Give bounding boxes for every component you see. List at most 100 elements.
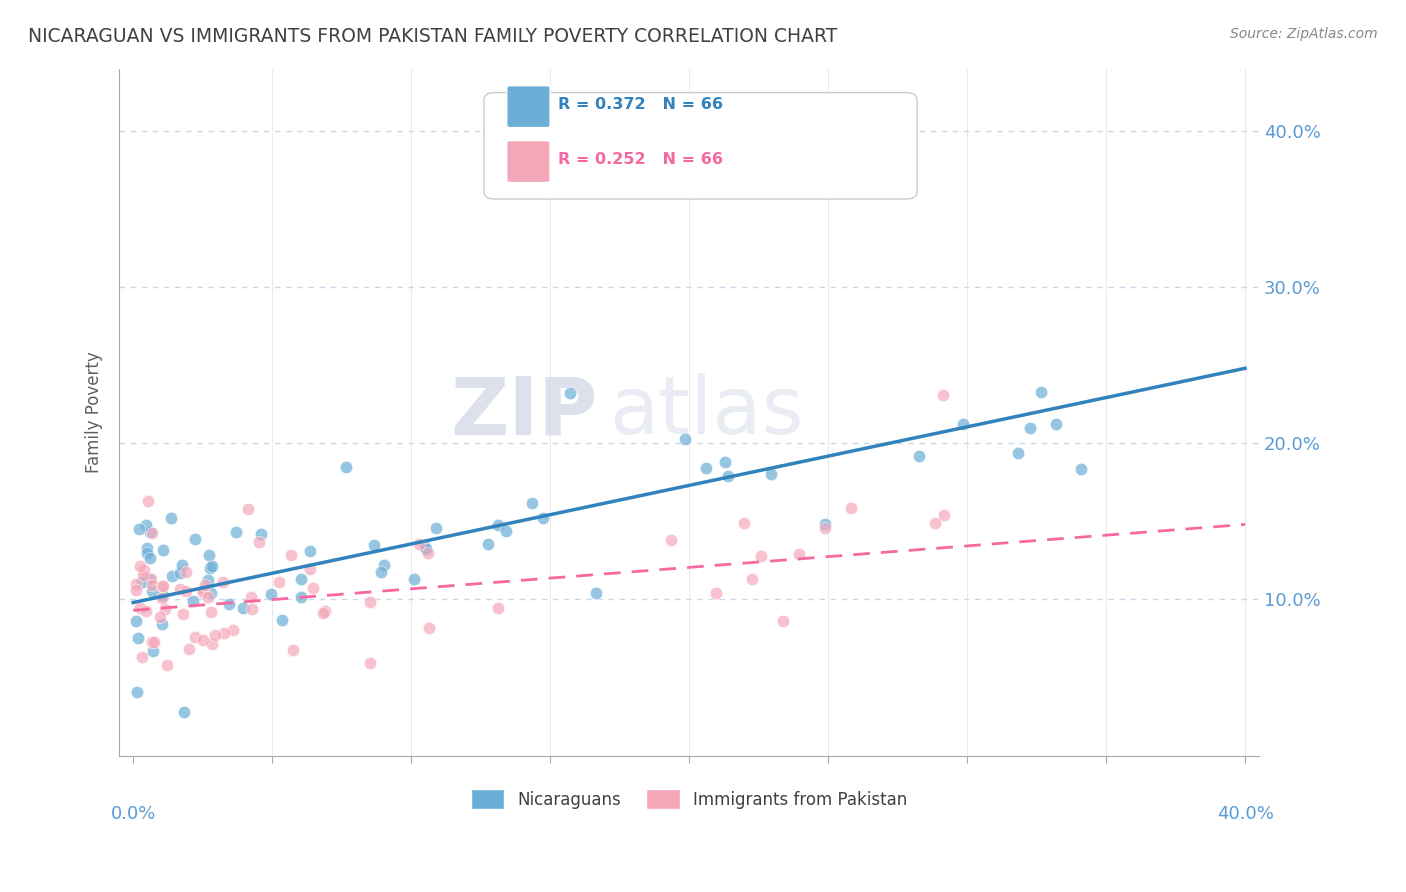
Point	[169, 582, 191, 596]
Point	[713, 455, 735, 469]
Point	[1007, 446, 1029, 460]
Point	[138, 573, 160, 587]
Point	[359, 656, 381, 670]
Point	[225, 525, 247, 540]
Point	[128, 522, 150, 536]
Point	[408, 537, 430, 551]
Point	[283, 643, 305, 657]
Point	[240, 601, 263, 615]
Y-axis label: Family Poverty: Family Poverty	[86, 351, 103, 473]
Point	[204, 628, 226, 642]
Point	[201, 559, 224, 574]
Point	[153, 602, 176, 616]
Point	[495, 524, 517, 538]
Point	[907, 449, 929, 463]
Point	[1045, 417, 1067, 431]
Point	[149, 610, 172, 624]
Point	[1070, 462, 1092, 476]
Point	[139, 573, 162, 587]
Point	[931, 388, 953, 402]
Point	[197, 573, 219, 587]
Text: 0.0%: 0.0%	[111, 805, 156, 823]
Point	[247, 535, 270, 549]
Point	[312, 606, 335, 620]
Point	[218, 597, 240, 611]
Point	[150, 616, 173, 631]
Point	[733, 516, 755, 531]
Point	[772, 614, 794, 628]
Point	[152, 579, 174, 593]
Point	[814, 521, 837, 535]
Point	[486, 601, 509, 615]
Text: Source: ZipAtlas.com: Source: ZipAtlas.com	[1230, 27, 1378, 41]
Point	[359, 595, 381, 609]
Point	[142, 644, 165, 658]
Point	[160, 511, 183, 525]
Point	[172, 607, 194, 621]
Point	[162, 569, 184, 583]
Point	[200, 605, 222, 619]
Point	[173, 705, 195, 719]
Point	[290, 591, 312, 605]
Point	[127, 684, 149, 698]
Point	[335, 459, 357, 474]
Point	[520, 495, 543, 509]
Point	[156, 658, 179, 673]
FancyBboxPatch shape	[506, 141, 550, 183]
Point	[741, 572, 763, 586]
Point	[302, 581, 325, 595]
Point	[139, 550, 162, 565]
Point	[125, 614, 148, 628]
Point	[200, 586, 222, 600]
Point	[212, 574, 235, 589]
Point	[298, 562, 321, 576]
Point	[314, 604, 336, 618]
Point	[169, 566, 191, 580]
Point	[183, 594, 205, 608]
Point	[128, 600, 150, 615]
Point	[363, 538, 385, 552]
Point	[238, 502, 260, 516]
Text: R = 0.252   N = 66: R = 0.252 N = 66	[558, 153, 723, 168]
Point	[280, 548, 302, 562]
Point	[749, 549, 772, 564]
Point	[170, 558, 193, 573]
Point	[127, 631, 149, 645]
Point	[184, 533, 207, 547]
Point	[141, 635, 163, 649]
Point	[533, 510, 555, 524]
Point	[373, 558, 395, 573]
Point	[141, 578, 163, 592]
Point	[477, 537, 499, 551]
Text: R = 0.372   N = 66: R = 0.372 N = 66	[558, 97, 723, 112]
Text: NICARAGUAN VS IMMIGRANTS FROM PAKISTAN FAMILY POVERTY CORRELATION CHART: NICARAGUAN VS IMMIGRANTS FROM PAKISTAN F…	[28, 27, 838, 45]
Point	[267, 575, 290, 590]
Point	[197, 590, 219, 604]
Point	[558, 386, 581, 401]
Point	[179, 642, 201, 657]
Point	[1019, 421, 1042, 435]
Point	[136, 546, 159, 560]
Point	[290, 572, 312, 586]
Point	[488, 517, 510, 532]
Point	[129, 558, 152, 573]
Point	[924, 516, 946, 531]
Point	[814, 517, 837, 532]
Point	[132, 563, 155, 577]
FancyBboxPatch shape	[484, 93, 917, 199]
Point	[131, 575, 153, 590]
Point	[932, 508, 955, 523]
Point	[404, 572, 426, 586]
Point	[136, 541, 159, 556]
Point	[212, 626, 235, 640]
Point	[141, 584, 163, 599]
Point	[132, 567, 155, 582]
Point	[222, 624, 245, 638]
Point	[418, 621, 440, 635]
Point	[184, 630, 207, 644]
Point	[191, 582, 214, 597]
Point	[141, 526, 163, 541]
FancyBboxPatch shape	[506, 86, 550, 128]
Point	[695, 461, 717, 475]
Point	[260, 587, 283, 601]
